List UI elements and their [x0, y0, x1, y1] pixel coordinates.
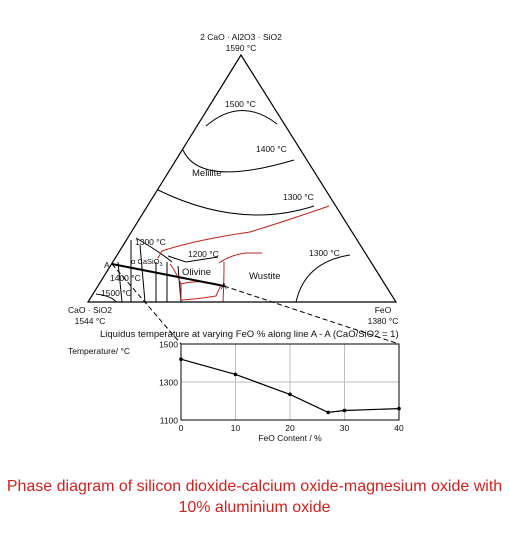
point-a-right-label: A [221, 281, 227, 291]
projection-left [111, 263, 182, 345]
projection-right [223, 285, 400, 345]
data-point-5 [397, 406, 401, 411]
isotherm-label-1300-lower-right: 1300 °C [309, 248, 340, 258]
series-points [179, 357, 401, 415]
apex-right-temp: 1380 °C [368, 316, 399, 326]
red-boundary-mid [218, 252, 262, 264]
plot-frame [180, 343, 400, 421]
x-tick-label: 0 [179, 423, 184, 433]
isotherm-label-1200: 1200 °C [188, 249, 219, 259]
data-point-1 [233, 372, 238, 377]
red-boundary-left [169, 263, 182, 285]
isotherm-label-1500-lower: 1500 °C [101, 288, 132, 298]
data-point-4 [342, 408, 347, 413]
isotherm-1300-left [135, 237, 173, 263]
x-tick-label: 40 [394, 423, 404, 433]
isotherm-label-1400-top: 1400 °C [256, 144, 287, 154]
red-boundary-upper [157, 205, 330, 259]
data-point-3 [326, 410, 330, 415]
phase-label-casio-subscript: 3 [160, 262, 163, 268]
isotherm-1500-top [205, 110, 278, 127]
phase-label-casio: α CaSiO3 [131, 257, 163, 268]
x-tick-label: 10 [231, 423, 241, 433]
apex-top-temp: 1590 °C [226, 43, 257, 53]
red-boundary-vertical [222, 261, 225, 303]
chart-title: Liquidus temperature at varying FeO % al… [100, 329, 399, 340]
x-tick-label: 20 [285, 423, 295, 433]
y-tick-label: 1300 [159, 378, 178, 388]
isotherm-label-1300-left: 1300 °C [135, 237, 166, 247]
isotherm-label-1300-right: 1300 °C [283, 192, 314, 202]
y-tick-label: 1100 [160, 416, 179, 426]
isotherm-label-1400-left: 1400 °C [110, 273, 141, 283]
y-axis-label: Temperature/ °C [68, 346, 130, 356]
isotherm-1200-inner [167, 255, 219, 263]
isotherm-1300-right [157, 189, 315, 216]
y-tick-labels: 1100 1300 1500 [159, 340, 178, 426]
x-tick-label: 30 [340, 423, 350, 433]
series-line-liquidus [180, 358, 400, 414]
line-a-a [111, 263, 225, 287]
point-a-left-label: A [104, 260, 110, 270]
figure-caption: Phase diagram of silicon dioxide-calcium… [6, 478, 503, 516]
phase-label-melilite: Melilite [192, 168, 222, 179]
ternary-diagram: 2 CaO · Al2O3 · SiO2 1590 °C CaO · SiO2 … [68, 32, 400, 345]
triangle-outline [86, 53, 398, 303]
apex-right-label: FeO [375, 305, 392, 315]
apex-left-label: CaO · SiO2 [68, 305, 112, 315]
data-point-2 [288, 392, 292, 397]
field-boundary-6 [117, 261, 123, 303]
phase-label-olivine: Olivine [182, 267, 211, 278]
isotherm-1300-lower-right [295, 254, 351, 303]
x-axis-label: FeO Content / % [258, 433, 322, 443]
phase-label-casio-main: α CaSiO [131, 257, 160, 266]
phase-label-wustite: Wustite [249, 271, 281, 282]
apex-top-label: 2 CaO · Al2O3 · SiO2 [200, 32, 282, 42]
x-tick-labels: 0 10 20 30 40 [179, 423, 404, 433]
apex-left-temp: 1544 °C [75, 316, 106, 326]
isotherm-1500-lower [95, 293, 117, 303]
field-boundary-2 [139, 244, 146, 303]
red-boundary-loop [180, 281, 222, 301]
isotherm-1400-top [182, 149, 295, 173]
y-tick-label: 1500 [159, 340, 178, 350]
line-chart: 1100 1300 1500 0 10 20 30 40 [159, 340, 404, 434]
isotherm-label-1500-top: 1500 °C [225, 99, 256, 109]
chart-grid [180, 343, 400, 421]
data-point-0 [179, 357, 183, 362]
